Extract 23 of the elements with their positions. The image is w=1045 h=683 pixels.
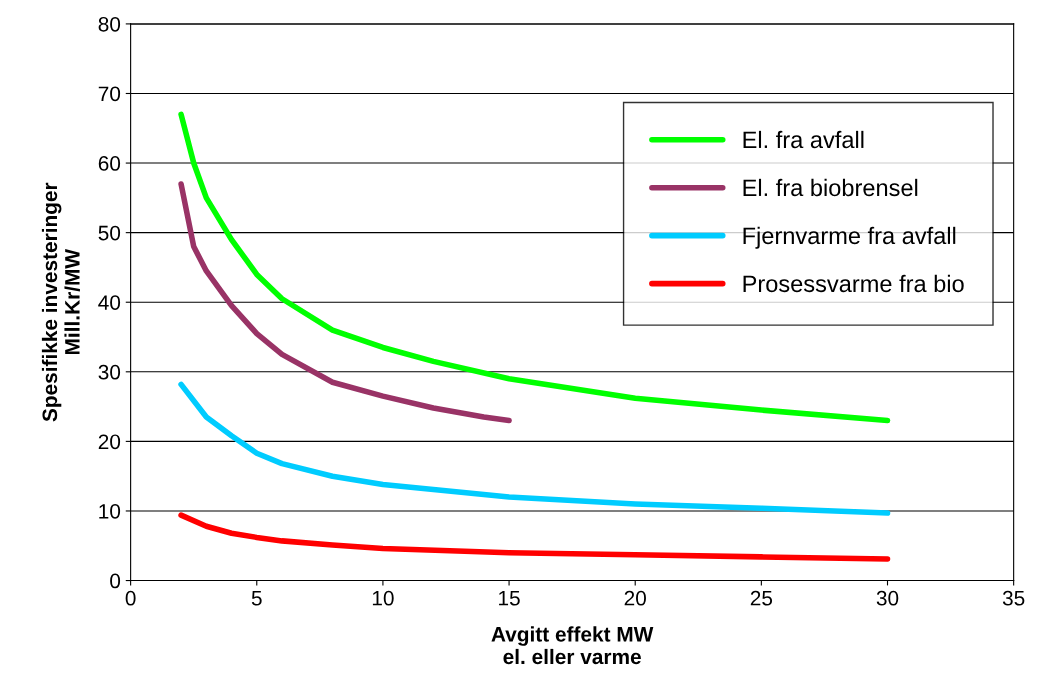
legend-label: Prosessvarme fra bio	[743, 274, 964, 293]
y-tick-label: 20	[98, 434, 121, 450]
x-tick-label: 30	[876, 590, 899, 606]
legend-label: El. fra biobrensel	[743, 178, 918, 197]
x-tick-label: 10	[372, 590, 394, 606]
y-tick-label: 60	[98, 156, 121, 171]
y-tick-label: 30	[98, 364, 121, 380]
x-tick-label: 25	[750, 590, 773, 606]
x-tick-label: 5	[251, 591, 262, 606]
y-tick-label: 50	[98, 225, 121, 241]
legend-label: Fjernvarme fra avfall	[743, 226, 956, 249]
y-axis-title: Spesifikke investeringer Mill.Kr/MW	[41, 182, 80, 422]
y-tick-label: 10	[99, 503, 121, 519]
y-tick-label: 0	[110, 573, 121, 589]
y-tick-label: 40	[98, 295, 121, 310]
x-axis-title: Avgitt effekt MW el. eller varme	[491, 626, 654, 665]
x-tick-label: 0	[125, 590, 136, 606]
x-tick-label: 35	[1002, 590, 1025, 606]
legend-label: El. fra avfall	[743, 130, 864, 149]
y-tick-label: 80	[98, 16, 121, 32]
x-tick-label: 15	[499, 591, 520, 606]
x-tick-label: 20	[624, 590, 646, 606]
y-tick-label: 70	[98, 86, 121, 102]
